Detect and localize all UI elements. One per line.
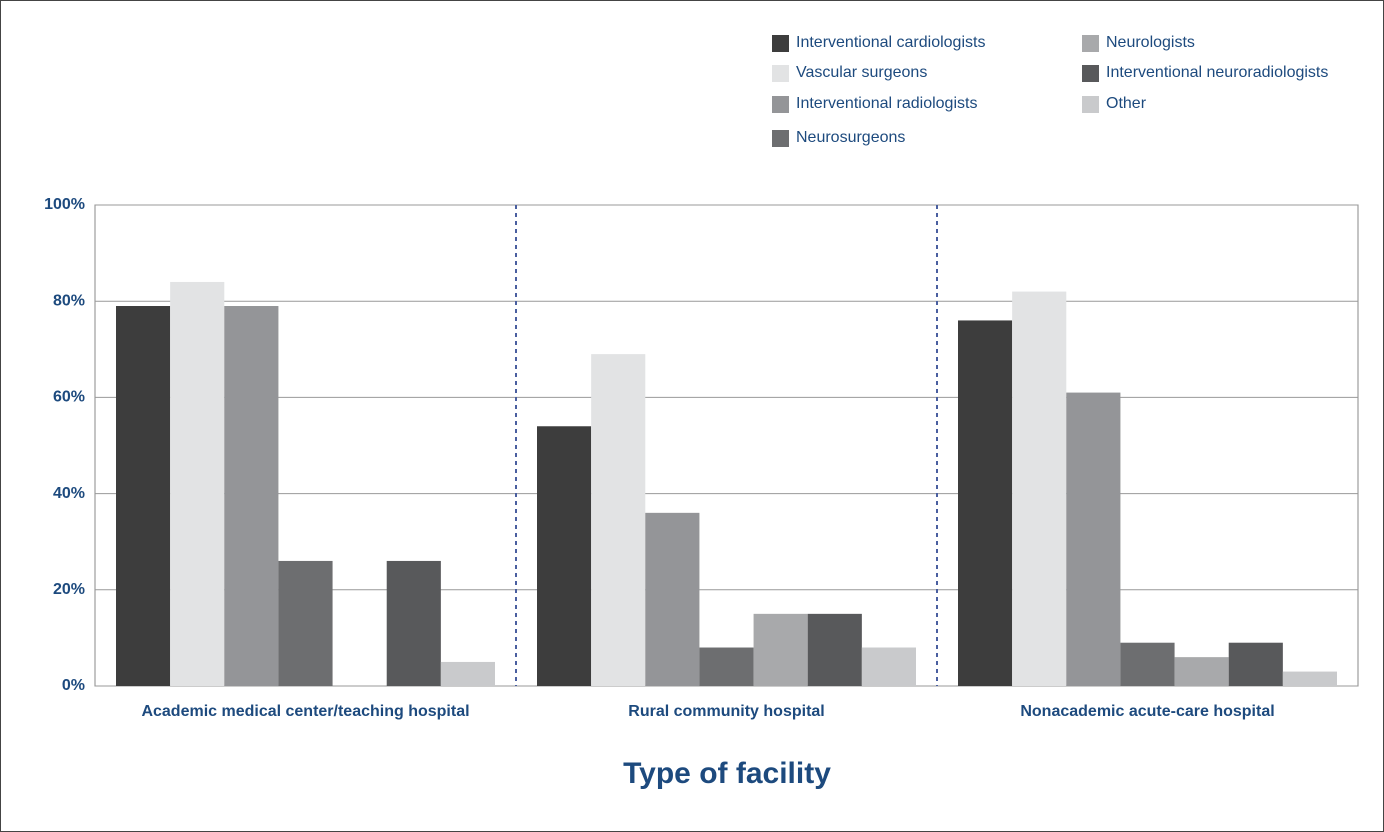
bar	[1282, 671, 1337, 686]
bar	[116, 306, 171, 686]
x-tick-label: Nonacademic acute-care hospital	[1020, 703, 1274, 720]
bar	[645, 512, 700, 686]
legend-label: Vascular surgeons	[796, 64, 927, 81]
bar	[1012, 291, 1067, 686]
legend-label: Neurosurgeons	[796, 129, 905, 146]
legend-swatch	[772, 96, 789, 113]
bar	[1228, 642, 1283, 686]
bar	[753, 613, 808, 686]
y-tick-label: 60%	[53, 389, 85, 406]
x-axis-label: Type of facility	[623, 757, 831, 790]
bar	[170, 281, 225, 686]
bar	[861, 647, 916, 686]
bar	[1174, 657, 1229, 686]
y-tick-label: 100%	[44, 196, 85, 213]
y-tick-label: 80%	[53, 292, 85, 309]
bar	[1120, 642, 1175, 686]
bar	[224, 306, 279, 686]
bar	[278, 560, 333, 686]
x-tick-label: Rural community hospital	[628, 703, 824, 720]
bar	[440, 661, 495, 686]
y-tick-label: 20%	[53, 581, 85, 598]
bar	[699, 647, 754, 686]
bar	[386, 560, 441, 686]
legend-label: Interventional radiologists	[796, 95, 977, 112]
bar	[958, 320, 1013, 686]
legend-swatch	[772, 35, 789, 52]
legend-swatch	[1082, 35, 1099, 52]
bar	[1066, 392, 1121, 686]
legend-label: Other	[1106, 95, 1147, 112]
bar	[807, 613, 862, 686]
legend-label: Interventional neuroradiologists	[1106, 64, 1328, 81]
x-tick-label: Academic medical center/teaching hospita…	[141, 703, 469, 720]
bar	[591, 354, 646, 686]
legend-label: Interventional cardiologists	[796, 34, 985, 51]
legend-label: Neurologists	[1106, 34, 1195, 51]
y-tick-label: 40%	[53, 485, 85, 502]
legend-swatch	[1082, 96, 1099, 113]
legend-swatch	[772, 65, 789, 82]
bar	[537, 426, 592, 686]
y-tick-label: 0%	[62, 677, 85, 694]
legend-swatch	[1082, 65, 1099, 82]
legend-swatch	[772, 130, 789, 147]
